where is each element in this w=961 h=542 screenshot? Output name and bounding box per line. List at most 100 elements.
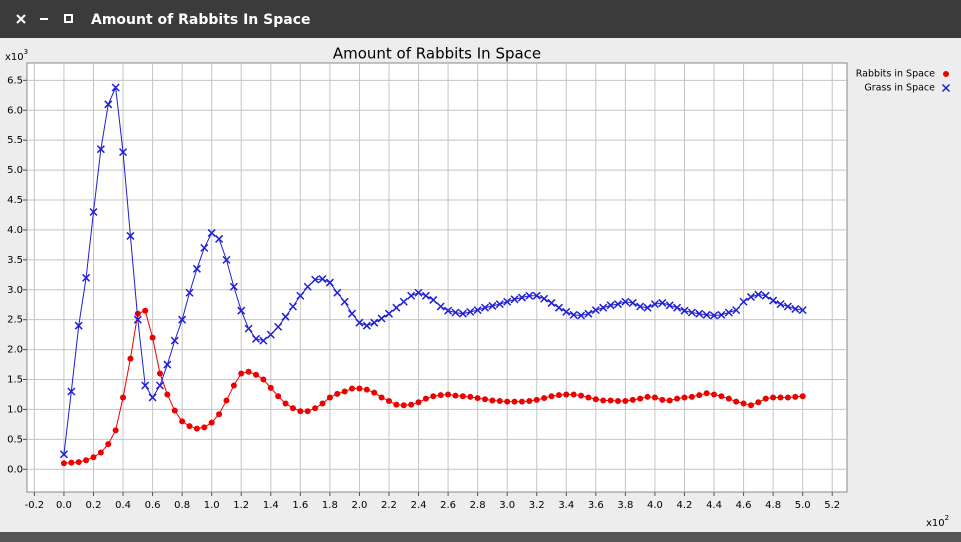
point <box>511 398 518 405</box>
point <box>430 393 437 400</box>
point <box>480 303 490 312</box>
point <box>393 401 400 408</box>
point <box>104 100 113 109</box>
point <box>245 368 252 375</box>
point <box>724 308 733 317</box>
point <box>97 449 104 456</box>
legend-marker <box>941 83 951 93</box>
point <box>783 302 792 311</box>
desktop-strip <box>0 532 961 542</box>
point <box>755 399 762 406</box>
point <box>340 297 349 306</box>
point <box>120 394 127 401</box>
point <box>739 297 748 306</box>
point <box>415 399 422 406</box>
point <box>459 393 466 400</box>
point <box>179 418 186 425</box>
maximize-button[interactable] <box>64 14 73 23</box>
x-tick-label: 0.2 <box>86 500 102 511</box>
x-tick-label: 2.4 <box>411 500 427 511</box>
x-tick-label: 1.6 <box>292 500 308 511</box>
point <box>96 145 105 154</box>
point <box>466 307 475 316</box>
point <box>127 355 134 362</box>
x-tick-label: 1.4 <box>263 500 279 511</box>
point <box>429 295 438 304</box>
y-tick-label: 4.5 <box>7 195 23 206</box>
point <box>709 311 719 320</box>
legend-label: Rabbits in Space <box>856 69 935 80</box>
point <box>75 459 82 466</box>
point <box>408 401 415 408</box>
point <box>193 425 200 432</box>
x-tick-label: -0.2 <box>25 500 45 511</box>
x-tick-label: 0.6 <box>145 500 161 511</box>
point <box>482 396 489 403</box>
point <box>591 306 600 315</box>
point <box>488 301 497 310</box>
point <box>570 391 577 398</box>
x-tick-label: 2.0 <box>351 500 367 511</box>
point <box>746 292 755 301</box>
point <box>599 303 608 312</box>
point <box>67 387 76 396</box>
point <box>769 296 778 305</box>
y-tick-label: 5.5 <box>7 135 23 146</box>
point <box>400 402 407 409</box>
legend-marker <box>943 71 949 77</box>
point <box>740 400 747 407</box>
point <box>111 83 120 92</box>
point <box>563 391 570 398</box>
y-tick-label: 1.5 <box>7 375 23 386</box>
point <box>702 310 711 319</box>
point <box>267 384 274 391</box>
y-tick-label: 0.5 <box>7 434 23 445</box>
point <box>577 311 586 320</box>
point <box>451 308 460 317</box>
point <box>798 306 807 315</box>
point <box>155 381 165 390</box>
point <box>518 398 525 405</box>
point <box>319 400 326 407</box>
point <box>89 207 98 217</box>
y-multiplier-exponent: 3 <box>24 48 28 56</box>
point <box>650 300 659 309</box>
point <box>333 288 342 297</box>
x-tick-label: 4.0 <box>647 500 663 511</box>
point <box>526 398 533 405</box>
point <box>112 427 119 434</box>
point <box>696 392 703 399</box>
point <box>614 398 621 405</box>
point <box>207 228 216 237</box>
x-tick-label: 2.8 <box>470 500 486 511</box>
point <box>517 293 526 302</box>
plot-area <box>26 62 848 493</box>
point <box>303 282 312 291</box>
point <box>222 255 231 264</box>
point <box>718 393 725 400</box>
point <box>504 398 511 405</box>
x-tick-label: 5.0 <box>795 500 811 511</box>
point <box>282 400 289 407</box>
x-multiplier-exponent: 2 <box>945 514 949 522</box>
point <box>547 298 556 307</box>
point <box>644 393 651 400</box>
y-multiplier-base: x10 <box>5 52 24 63</box>
point <box>680 306 689 315</box>
point <box>171 407 178 414</box>
point <box>208 419 215 426</box>
point <box>592 396 599 403</box>
point <box>784 394 791 401</box>
point <box>747 402 754 409</box>
x-tick-label: 2.2 <box>381 500 397 511</box>
point <box>659 396 666 403</box>
point <box>474 395 481 402</box>
point <box>230 382 237 389</box>
y-tick-label: 5.0 <box>7 165 23 176</box>
point <box>761 291 770 300</box>
point <box>733 398 740 405</box>
point <box>237 306 246 315</box>
y-tick-label: 1.0 <box>7 404 23 415</box>
close-button[interactable] <box>16 14 26 24</box>
